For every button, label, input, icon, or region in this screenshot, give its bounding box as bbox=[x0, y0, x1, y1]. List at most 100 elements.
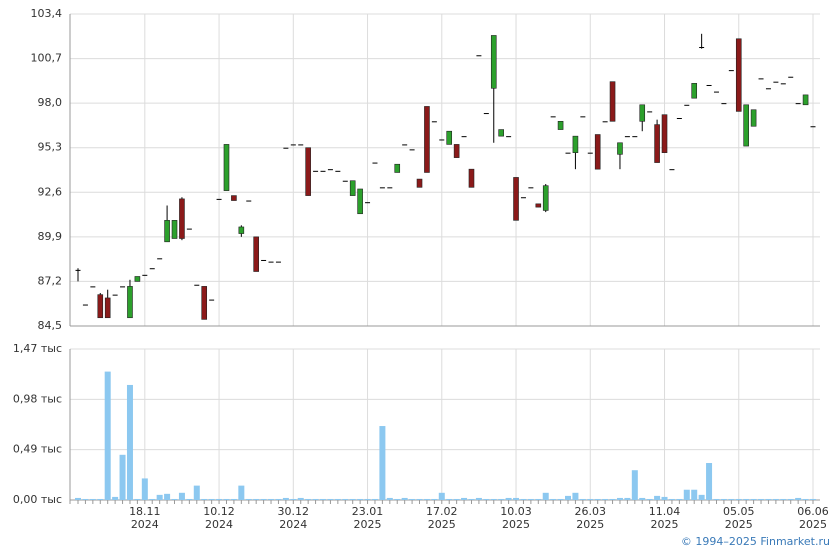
candle-body bbox=[261, 259, 267, 261]
candle-body bbox=[632, 136, 638, 138]
candle-body bbox=[550, 116, 556, 118]
volume-bar bbox=[349, 498, 356, 500]
x-tick-label: 2025 bbox=[502, 518, 530, 531]
candle-body bbox=[535, 203, 542, 208]
candle-body bbox=[721, 103, 727, 105]
volume-bar bbox=[735, 498, 742, 500]
volume-bar bbox=[320, 498, 326, 500]
candle-body bbox=[223, 144, 230, 191]
volume-bar bbox=[394, 498, 401, 500]
volume-bar bbox=[134, 498, 141, 500]
candle-body bbox=[765, 88, 771, 90]
volume-bar bbox=[654, 495, 661, 500]
x-tick-label: 2024 bbox=[131, 518, 159, 531]
y-tick-label: 0,49 тыс bbox=[13, 443, 62, 456]
y-tick-label: 89,9 bbox=[38, 230, 63, 243]
candle-body bbox=[580, 116, 586, 118]
volume-bar bbox=[676, 498, 683, 500]
volume-bar bbox=[275, 498, 282, 500]
volume-bar bbox=[342, 498, 349, 500]
candle-body bbox=[90, 286, 96, 288]
volume-bar bbox=[386, 497, 393, 500]
candle-body bbox=[104, 297, 111, 319]
volume-bar bbox=[446, 498, 453, 500]
candle-body bbox=[149, 268, 155, 270]
volume-bar bbox=[230, 498, 237, 500]
volume-bar bbox=[208, 498, 215, 500]
candle-body bbox=[624, 136, 630, 138]
volume-bar bbox=[483, 498, 490, 500]
volume-bar bbox=[572, 492, 579, 500]
volume-bar bbox=[468, 498, 475, 500]
candle-body bbox=[743, 104, 749, 147]
candle-body bbox=[647, 111, 653, 113]
volume-bar bbox=[550, 498, 557, 500]
volume-bar bbox=[810, 498, 816, 500]
candle-body bbox=[171, 220, 178, 239]
volume-bar bbox=[706, 463, 713, 500]
volume-bar bbox=[728, 498, 735, 500]
volume-bar bbox=[431, 498, 438, 500]
volume-bar bbox=[616, 497, 623, 500]
candle-body bbox=[691, 83, 698, 99]
candle-body bbox=[342, 180, 348, 182]
x-tick-label: 11.04 bbox=[649, 505, 681, 518]
candle-body bbox=[402, 144, 408, 146]
candle-body bbox=[676, 118, 682, 119]
candle-body bbox=[795, 103, 801, 105]
x-tick-label: 06.06 bbox=[797, 505, 829, 518]
candle-body bbox=[773, 81, 779, 83]
candle-body bbox=[750, 109, 757, 127]
volume-bar bbox=[104, 371, 111, 500]
x-tick-label: 2025 bbox=[354, 518, 382, 531]
volume-bar bbox=[423, 498, 430, 500]
volume-bar bbox=[461, 497, 468, 500]
volume-bar bbox=[282, 497, 289, 500]
volume-bar bbox=[297, 497, 304, 500]
candle-body bbox=[253, 236, 259, 272]
volume-bar bbox=[602, 498, 609, 500]
x-tick-label: 2025 bbox=[799, 518, 827, 531]
candle-body bbox=[268, 261, 274, 263]
y-tick-label: 98,0 bbox=[38, 96, 63, 109]
volume-bar bbox=[290, 498, 297, 500]
volume-bar bbox=[379, 426, 386, 500]
x-tick-label: 2025 bbox=[725, 518, 753, 531]
volume-bar bbox=[238, 485, 245, 500]
volume-bar bbox=[141, 478, 148, 500]
copyright: © 1994–2025 Finmarket.ru bbox=[681, 535, 830, 548]
volume-bar bbox=[498, 498, 505, 500]
volume-bar bbox=[527, 498, 534, 500]
volume-bar bbox=[691, 489, 698, 500]
volume-bar bbox=[245, 498, 252, 500]
candle-body bbox=[194, 284, 200, 286]
candle-body bbox=[275, 261, 281, 263]
volume-bar bbox=[193, 485, 200, 500]
candle-body bbox=[780, 83, 786, 85]
volume-bar bbox=[750, 498, 757, 500]
volume-bar bbox=[253, 498, 260, 500]
candle-body bbox=[609, 81, 616, 122]
candle-body bbox=[684, 104, 690, 106]
candle-body bbox=[112, 294, 118, 296]
volume-bar bbox=[780, 498, 787, 500]
candle-body bbox=[520, 197, 526, 199]
candle-body bbox=[810, 126, 816, 128]
volume-bar bbox=[587, 498, 594, 500]
candle-body bbox=[706, 84, 712, 86]
volume-bar bbox=[334, 498, 341, 500]
candle-body bbox=[238, 226, 245, 234]
candle-body bbox=[639, 104, 646, 122]
volume-bar bbox=[787, 498, 794, 500]
volume-bar bbox=[268, 498, 275, 500]
candle-body bbox=[483, 113, 489, 115]
candle-body bbox=[372, 162, 378, 164]
candle-body bbox=[379, 187, 385, 189]
volume-bar bbox=[223, 498, 230, 500]
candle-body bbox=[728, 70, 734, 72]
candle-body bbox=[506, 136, 512, 138]
candle-body bbox=[476, 55, 482, 57]
y-tick-label: 87,2 bbox=[38, 274, 63, 287]
volume-bar bbox=[97, 498, 104, 500]
candle-body bbox=[654, 124, 660, 163]
